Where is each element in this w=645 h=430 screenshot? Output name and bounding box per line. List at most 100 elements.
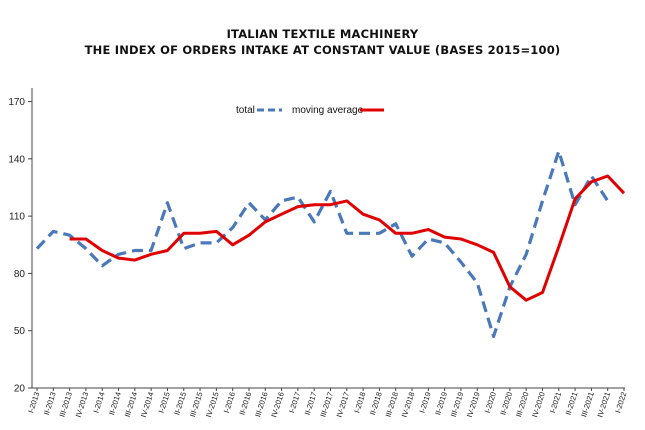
data-point-total — [411, 255, 413, 257]
x-tick-label: I-2021 — [548, 391, 563, 414]
data-point-moving-average — [525, 299, 527, 301]
data-point-total — [541, 200, 543, 202]
data-point-moving-average — [150, 253, 152, 255]
data-point-moving-average — [346, 200, 348, 202]
x-tick-label: I-2014 — [91, 391, 106, 414]
x-tick-label: II-2014 — [107, 391, 123, 416]
data-point-total — [199, 242, 201, 244]
x-tick-label: I-2018 — [352, 391, 367, 414]
y-tick-label: 170 — [8, 97, 25, 108]
data-point-moving-average — [264, 221, 266, 223]
data-point-total — [558, 150, 560, 152]
x-tick-label: II-2016 — [238, 391, 254, 416]
data-point-total — [297, 196, 299, 198]
x-tick-label: I-2017 — [287, 391, 302, 414]
x-tick-label: I-2019 — [418, 391, 433, 414]
x-tick-label: IV-2016 — [269, 391, 286, 419]
x-tick-label: I-2016 — [222, 391, 237, 414]
y-axis: 20 50 80 110 140 170 — [8, 88, 33, 395]
data-point-total — [395, 223, 397, 225]
data-point-total — [362, 232, 364, 234]
data-point-total — [101, 265, 103, 267]
data-point-moving-average — [443, 236, 445, 238]
data-point-moving-average — [623, 192, 625, 194]
data-point-moving-average — [134, 259, 136, 261]
data-point-moving-average — [492, 251, 494, 253]
data-point-moving-average — [460, 238, 462, 240]
x-tick-label: IV-2014 — [139, 391, 156, 419]
x-tick-label: II-2013 — [42, 391, 58, 416]
data-point-total — [150, 249, 152, 251]
data-point-moving-average — [558, 245, 560, 247]
data-point-total — [378, 232, 380, 234]
data-point-total — [117, 253, 119, 255]
y-tick-label: 50 — [14, 326, 26, 337]
chart-subtitle: THE INDEX OF ORDERS INTAKE AT CONSTANT V… — [84, 43, 561, 57]
data-point-moving-average — [606, 175, 608, 177]
x-tick-label: IV-2019 — [465, 391, 482, 419]
x-tick-label: IV-2020 — [530, 391, 547, 419]
x-tick-label: II-2021 — [564, 391, 580, 416]
data-point-moving-average — [280, 213, 282, 215]
x-tick-label: III-2015 — [188, 391, 205, 418]
legend-label-moving-average: moving average — [292, 105, 364, 116]
data-point-moving-average — [313, 203, 315, 205]
x-tick-label: III-2018 — [384, 391, 401, 418]
series-line-moving-average — [69, 174, 626, 302]
data-point-moving-average — [427, 228, 429, 230]
data-point-total — [134, 249, 136, 251]
data-point-total — [590, 175, 592, 177]
x-tick-label: III-2017 — [318, 391, 335, 418]
x-tick-label: III-2020 — [514, 391, 531, 418]
data-point-moving-average — [199, 232, 201, 234]
data-point-total — [231, 226, 233, 228]
data-point-moving-average — [117, 257, 119, 259]
data-point-total — [492, 335, 494, 337]
y-tick-label: 80 — [14, 269, 26, 280]
data-point-moving-average — [166, 249, 168, 251]
data-point-total — [248, 202, 250, 204]
data-point-total — [606, 200, 608, 202]
data-point-total — [68, 234, 70, 236]
data-point-moving-average — [509, 286, 511, 288]
x-tick-label: II-2017 — [303, 391, 319, 416]
y-tick-label: 20 — [14, 384, 26, 395]
x-tick-label: IV-2015 — [204, 391, 221, 419]
data-point-moving-average — [395, 232, 397, 234]
data-point-moving-average — [231, 244, 233, 246]
data-point-total — [280, 200, 282, 202]
x-tick-label: IV-2017 — [335, 391, 352, 419]
x-tick-label: I-2020 — [483, 391, 498, 414]
data-point-moving-average — [68, 238, 70, 240]
x-axis: I-2013 II-2013 III-2013 IV-2013 I-2014 II-201… — [26, 387, 628, 419]
legend-label-total: total — [236, 105, 255, 116]
data-point-total — [460, 261, 462, 263]
legend: total moving average — [236, 105, 384, 116]
data-point-total — [427, 238, 429, 240]
data-point-moving-average — [101, 249, 103, 251]
data-point-total — [215, 242, 217, 244]
y-tick-label: 140 — [8, 154, 25, 165]
data-point-moving-average — [574, 198, 576, 200]
x-tick-label: IV-2018 — [400, 391, 417, 419]
chart-title: ITALIAN TEXTILE MACHINERY — [226, 27, 419, 41]
data-point-moving-average — [378, 219, 380, 221]
data-point-total — [183, 247, 185, 249]
data-point-total — [525, 253, 527, 255]
x-tick-label: II-2015 — [172, 391, 188, 416]
x-tick-label: II-2019 — [433, 391, 449, 416]
data-point-moving-average — [590, 181, 592, 183]
x-tick-label: III-2016 — [253, 391, 270, 418]
series-layer — [35, 149, 626, 338]
data-point-moving-average — [85, 238, 87, 240]
x-tick-label: III-2021 — [579, 391, 596, 418]
data-point-moving-average — [411, 232, 413, 234]
series-line-total — [35, 149, 610, 338]
data-point-total — [52, 230, 54, 232]
data-point-moving-average — [297, 205, 299, 207]
data-point-moving-average — [215, 230, 217, 232]
data-point-total — [346, 232, 348, 234]
x-tick-label: IV-2021 — [595, 391, 612, 419]
